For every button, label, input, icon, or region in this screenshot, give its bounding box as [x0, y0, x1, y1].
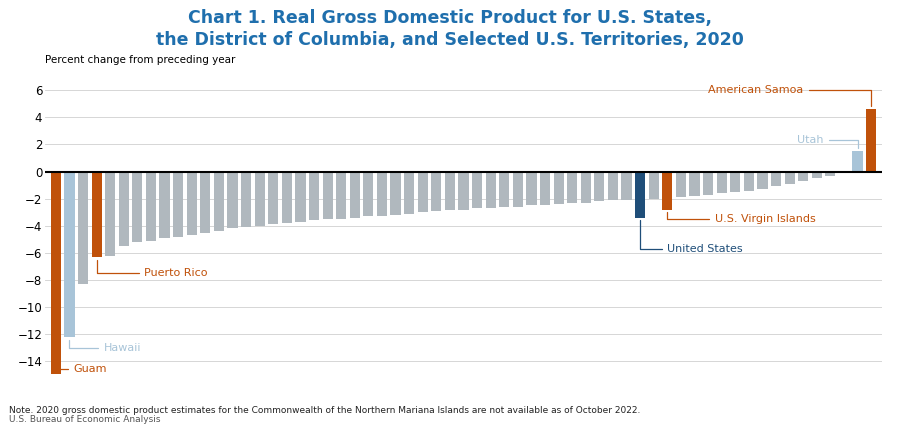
- Bar: [92, 172, 102, 257]
- Bar: [716, 172, 727, 193]
- Bar: [825, 172, 835, 176]
- Bar: [404, 172, 414, 213]
- Bar: [132, 172, 142, 242]
- Bar: [472, 172, 482, 208]
- Bar: [200, 172, 211, 233]
- Bar: [268, 172, 278, 225]
- Text: American Samoa: American Samoa: [708, 85, 871, 106]
- Bar: [364, 172, 374, 216]
- Bar: [540, 172, 550, 205]
- Bar: [336, 172, 346, 219]
- Bar: [771, 172, 781, 187]
- Bar: [567, 172, 577, 203]
- Bar: [377, 172, 387, 216]
- Bar: [662, 172, 672, 210]
- Bar: [785, 172, 795, 184]
- Bar: [282, 172, 292, 223]
- Bar: [418, 172, 428, 212]
- Bar: [445, 172, 455, 210]
- Bar: [812, 172, 822, 178]
- Bar: [635, 172, 645, 218]
- Text: Puerto Rico: Puerto Rico: [96, 260, 208, 278]
- Bar: [676, 172, 686, 197]
- Bar: [608, 172, 618, 200]
- Bar: [839, 172, 849, 173]
- Bar: [730, 172, 741, 192]
- Bar: [241, 172, 251, 227]
- Bar: [852, 151, 862, 172]
- Bar: [309, 172, 320, 220]
- Bar: [798, 172, 808, 181]
- Bar: [743, 172, 754, 190]
- Text: United States: United States: [640, 220, 742, 254]
- Bar: [119, 172, 129, 246]
- Text: Utah: Utah: [797, 135, 858, 148]
- Bar: [173, 172, 184, 236]
- Bar: [649, 172, 659, 199]
- Bar: [580, 172, 591, 203]
- Bar: [214, 172, 224, 231]
- Bar: [689, 172, 699, 196]
- Bar: [186, 172, 197, 235]
- Text: Chart 1. Real Gross Domestic Product for U.S. States,
the District of Columbia, : Chart 1. Real Gross Domestic Product for…: [156, 9, 744, 49]
- Bar: [391, 172, 401, 215]
- Bar: [500, 172, 509, 207]
- Bar: [554, 172, 563, 204]
- Text: Note. 2020 gross domestic product estimates for the Commonwealth of the Northern: Note. 2020 gross domestic product estima…: [9, 406, 641, 415]
- Bar: [228, 172, 238, 228]
- Bar: [322, 172, 333, 219]
- Bar: [65, 172, 75, 337]
- Bar: [526, 172, 536, 205]
- Text: Guam: Guam: [56, 364, 107, 374]
- Bar: [105, 172, 115, 256]
- Text: Percent change from preceding year: Percent change from preceding year: [45, 55, 236, 65]
- Bar: [703, 172, 713, 195]
- Text: Hawaii: Hawaii: [69, 340, 141, 353]
- Bar: [757, 172, 768, 189]
- Bar: [159, 172, 170, 238]
- Bar: [50, 172, 61, 374]
- Bar: [78, 172, 88, 284]
- Bar: [350, 172, 360, 218]
- Text: U.S. Bureau of Economic Analysis: U.S. Bureau of Economic Analysis: [9, 415, 160, 424]
- Bar: [431, 172, 441, 211]
- Bar: [513, 172, 523, 207]
- Bar: [295, 172, 305, 222]
- Bar: [594, 172, 605, 201]
- Bar: [255, 172, 265, 226]
- Text: U.S. Virgin Islands: U.S. Virgin Islands: [667, 212, 815, 224]
- Bar: [622, 172, 632, 200]
- Bar: [866, 109, 877, 172]
- Bar: [458, 172, 469, 210]
- Bar: [486, 172, 496, 208]
- Bar: [146, 172, 156, 241]
